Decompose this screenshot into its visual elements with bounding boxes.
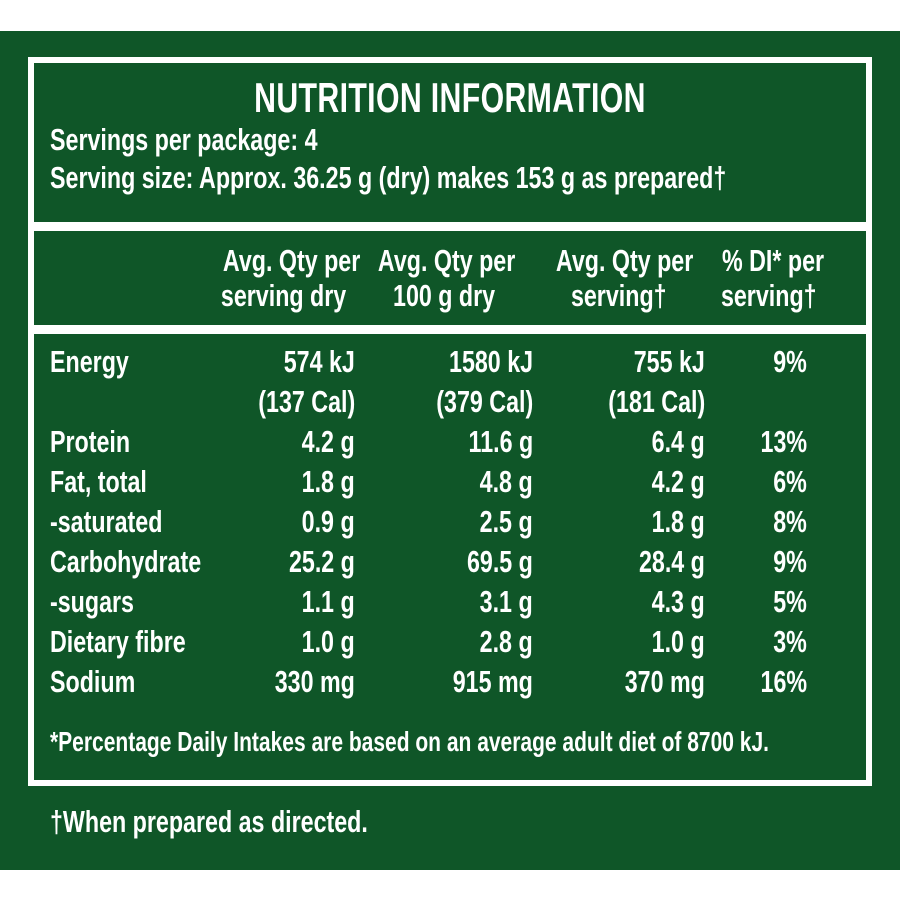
value-serving-prepared: 28.4 g — [639, 544, 705, 579]
value-serving-prepared: 6.4 g — [652, 424, 705, 459]
row-label: Energy — [50, 344, 129, 379]
value-serving-dry: 4.2 g — [302, 424, 355, 459]
value-serving-dry: 330 mg — [274, 664, 355, 699]
value-100g-dry: 4.8 g — [480, 464, 533, 499]
header-section: NUTRITION INFORMATION Servings per packa… — [34, 63, 866, 222]
column-header-empty — [50, 243, 200, 313]
value-100g-dry: (379 Cal) — [436, 384, 533, 419]
row-label: Carbohydrate — [50, 544, 202, 579]
daily-intake-footnote: *Percentage Daily Intakes are based on a… — [50, 726, 769, 757]
section-divider-middle — [34, 325, 866, 334]
row-label: Fat, total — [50, 464, 147, 499]
value-100g-dry: 3.1 g — [480, 584, 533, 619]
row-label: -sugars — [50, 584, 134, 619]
value-100g-dry: 2.5 g — [480, 504, 533, 539]
value-serving-dry: 1.0 g — [302, 624, 355, 659]
column-header-daily-intake: % DI* per serving† — [720, 243, 825, 313]
value-100g-dry: 11.6 g — [468, 424, 533, 459]
value-serving-prepared: 4.3 g — [652, 584, 705, 619]
table-row-fat-total: Fat, total 1.8 g 4.8 g 4.2 g 6% — [34, 462, 866, 502]
value-serving-dry: (137 Cal) — [258, 384, 355, 419]
table-row-saturated: -saturated 0.9 g 2.5 g 1.8 g 8% — [34, 502, 866, 542]
value-daily-intake: 5% — [773, 584, 807, 619]
value-serving-prepared: 1.8 g — [652, 504, 705, 539]
table-row-dietary-fibre: Dietary fibre 1.0 g 2.8 g 1.0 g 3% — [34, 622, 866, 662]
value-100g-dry: 915 mg — [452, 664, 533, 699]
value-serving-dry: 574 kJ — [283, 344, 355, 379]
value-serving-prepared: 370 mg — [624, 664, 705, 699]
section-divider-top — [34, 222, 866, 231]
value-daily-intake: 9% — [773, 344, 807, 379]
serving-size: Serving size: Approx. 36.25 g (dry) make… — [50, 160, 727, 195]
table-row-protein: Protein 4.2 g 11.6 g 6.4 g 13% — [34, 422, 866, 462]
nutrition-panel: NUTRITION INFORMATION Servings per packa… — [0, 31, 900, 870]
value-daily-intake: 8% — [773, 504, 807, 539]
value-serving-prepared: 1.0 g — [652, 624, 705, 659]
row-label — [50, 382, 200, 422]
row-label: Dietary fibre — [50, 624, 186, 659]
value-100g-dry: 69.5 g — [467, 544, 533, 579]
page-title: NUTRITION INFORMATION — [50, 75, 850, 121]
value-serving-prepared: 4.2 g — [652, 464, 705, 499]
column-header-row: Avg. Qty per serving dry Avg. Qty per 10… — [34, 231, 866, 325]
value-serving-dry: 25.2 g — [289, 544, 355, 579]
value-daily-intake: 13% — [760, 424, 807, 459]
column-header-serving-prepared: Avg. Qty per serving† — [555, 243, 694, 313]
table-row-sodium: Sodium 330 mg 915 mg 370 mg 16% — [34, 662, 866, 702]
value-daily-intake: 6% — [773, 464, 807, 499]
value-daily-intake: 16% — [760, 664, 807, 699]
value-daily-intake: 9% — [773, 544, 807, 579]
table-row-carbohydrate: Carbohydrate 25.2 g 69.5 g 28.4 g 9% — [34, 542, 866, 582]
value-serving-dry: 1.8 g — [302, 464, 355, 499]
value-100g-dry: 1580 kJ — [448, 344, 533, 379]
value-daily-intake — [705, 382, 807, 422]
nutrition-table-box: NUTRITION INFORMATION Servings per packa… — [28, 57, 872, 786]
value-serving-dry: 0.9 g — [302, 504, 355, 539]
row-label: -saturated — [50, 504, 163, 539]
column-header-serving-dry: Avg. Qty per serving dry — [220, 243, 361, 313]
table-row-sugars: -sugars 1.1 g 3.1 g 4.3 g 5% — [34, 582, 866, 622]
column-header-100g-dry: Avg. Qty per 100 g dry — [377, 243, 516, 313]
value-serving-prepared: (181 Cal) — [608, 384, 705, 419]
page-title-text: NUTRITION INFORMATION — [254, 74, 646, 121]
table-row-energy-cal: (137 Cal) (379 Cal) (181 Cal) — [34, 382, 866, 422]
servings-per-package: Servings per package: 4 — [50, 122, 318, 157]
value-serving-dry: 1.1 g — [302, 584, 355, 619]
nutrient-table-body: Energy 574 kJ 1580 kJ 755 kJ 9% (137 Cal… — [34, 334, 866, 780]
row-label: Sodium — [50, 664, 136, 699]
row-label: Protein — [50, 424, 131, 459]
table-row-energy: Energy 574 kJ 1580 kJ 755 kJ 9% — [34, 342, 866, 382]
value-daily-intake: 3% — [773, 624, 807, 659]
prepared-footnote: †When prepared as directed. — [50, 804, 368, 839]
value-100g-dry: 2.8 g — [480, 624, 533, 659]
value-serving-prepared: 755 kJ — [633, 344, 705, 379]
